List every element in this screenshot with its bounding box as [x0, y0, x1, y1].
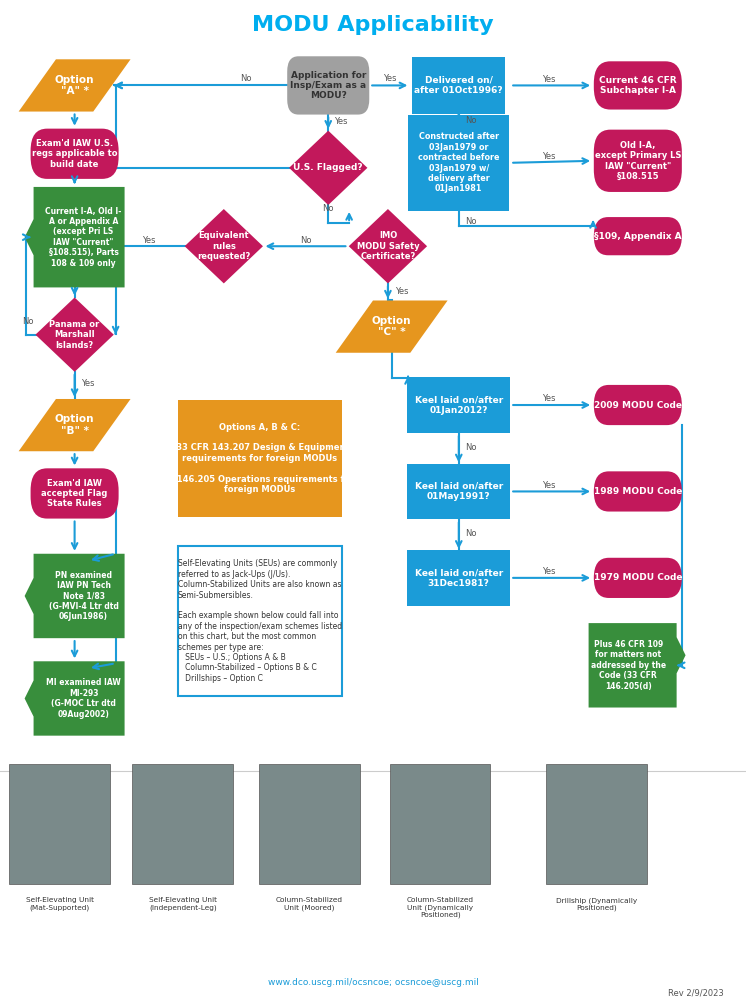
FancyBboxPatch shape: [412, 56, 506, 114]
FancyBboxPatch shape: [594, 558, 682, 598]
Text: Plus 46 CFR 109
for matters not
addressed by the
Code (33 CFR
146.205(d): Plus 46 CFR 109 for matters not addresse…: [591, 640, 665, 690]
Text: Self-Elevating Unit
(Mat-Supported): Self-Elevating Unit (Mat-Supported): [25, 897, 94, 911]
Text: Keel laid on/after
01Jan2012?: Keel laid on/after 01Jan2012?: [415, 395, 503, 415]
Text: PN examined
IAW PN Tech
Note 1/83
(G-MVI-4 Ltr dtd
06Jun1986): PN examined IAW PN Tech Note 1/83 (G-MVI…: [48, 571, 119, 621]
Text: Self-Elevating Unit
(Independent-Leg): Self-Elevating Unit (Independent-Leg): [148, 897, 217, 911]
Polygon shape: [19, 399, 131, 451]
Text: No: No: [240, 74, 252, 82]
Text: Equivalent
rules
requested?: Equivalent rules requested?: [197, 231, 251, 261]
Text: §109, Appendix A: §109, Appendix A: [594, 232, 682, 240]
FancyBboxPatch shape: [594, 385, 682, 425]
Text: No: No: [465, 443, 476, 451]
Text: No: No: [22, 318, 34, 326]
Text: MODU Applicability: MODU Applicability: [252, 15, 494, 35]
Polygon shape: [25, 187, 125, 287]
Text: Exam'd IAW U.S.
regs applicable to
build date: Exam'd IAW U.S. regs applicable to build…: [32, 139, 117, 169]
Text: Panama or
Marshall
Islands?: Panama or Marshall Islands?: [49, 320, 100, 350]
Text: Yes: Yes: [542, 568, 556, 576]
FancyBboxPatch shape: [407, 464, 510, 519]
FancyBboxPatch shape: [546, 764, 648, 884]
Text: Keel laid on/after
31Dec1981?: Keel laid on/after 31Dec1981?: [415, 568, 503, 588]
FancyBboxPatch shape: [31, 129, 119, 179]
Text: www.dco.uscg.mil/ocsncoe; ocsncoe@uscg.mil: www.dco.uscg.mil/ocsncoe; ocsncoe@uscg.m…: [268, 979, 478, 987]
Text: Column-Stabilized
Unit (Dynamically
Positioned): Column-Stabilized Unit (Dynamically Posi…: [407, 897, 474, 919]
FancyBboxPatch shape: [260, 764, 360, 884]
Text: Yes: Yes: [142, 236, 156, 244]
Text: Self-Elevating Units (SEUs) are commonly
referred to as Jack-Ups (J/Us).
Column-: Self-Elevating Units (SEUs) are commonly…: [178, 560, 342, 682]
Text: No: No: [300, 236, 312, 244]
Text: 1989 MODU Code: 1989 MODU Code: [594, 487, 682, 495]
Polygon shape: [36, 297, 113, 372]
Text: Old I-A,
except Primary LS
IAW "Current"
§108.515: Old I-A, except Primary LS IAW "Current"…: [595, 141, 681, 181]
FancyBboxPatch shape: [409, 116, 509, 210]
Text: MI examined IAW
MI-293
(G-MOC Ltr dtd
09Aug2002): MI examined IAW MI-293 (G-MOC Ltr dtd 09…: [46, 678, 121, 719]
FancyBboxPatch shape: [407, 551, 510, 605]
Text: Drillship (Dynamically
Positioned): Drillship (Dynamically Positioned): [557, 897, 637, 912]
FancyBboxPatch shape: [31, 468, 119, 519]
FancyBboxPatch shape: [178, 546, 342, 696]
Text: 1979 MODU Code: 1979 MODU Code: [594, 574, 682, 582]
FancyBboxPatch shape: [407, 377, 510, 432]
Text: Yes: Yes: [542, 481, 556, 489]
Text: Options A, B & C:

* 33 CFR 143.207 Design & Equipment
requirements for foreign : Options A, B & C: * 33 CFR 143.207 Desig…: [165, 422, 354, 494]
Text: Application for
Insp/Exam as a
MODU?: Application for Insp/Exam as a MODU?: [290, 70, 366, 100]
FancyBboxPatch shape: [178, 400, 342, 517]
Text: Option
"C" *: Option "C" *: [372, 316, 411, 338]
Text: Column-Stabilized
Unit (Moored): Column-Stabilized Unit (Moored): [276, 897, 343, 911]
Polygon shape: [25, 554, 125, 638]
Text: Option
"A" *: Option "A" *: [55, 74, 94, 96]
Text: Current 46 CFR
Subchapter I-A: Current 46 CFR Subchapter I-A: [599, 75, 677, 95]
FancyBboxPatch shape: [133, 764, 233, 884]
Text: U.S. Flagged?: U.S. Flagged?: [293, 164, 363, 172]
Text: Yes: Yes: [395, 287, 409, 295]
Text: Yes: Yes: [383, 74, 396, 82]
FancyBboxPatch shape: [9, 764, 110, 884]
FancyBboxPatch shape: [594, 130, 682, 192]
Text: IMO
MODU Safety
Certificate?: IMO MODU Safety Certificate?: [357, 231, 419, 261]
FancyBboxPatch shape: [594, 471, 682, 512]
Polygon shape: [25, 661, 125, 736]
Text: Yes: Yes: [542, 395, 556, 403]
Text: Yes: Yes: [542, 153, 556, 161]
FancyBboxPatch shape: [594, 61, 682, 110]
Text: No: No: [465, 117, 476, 125]
Text: Keel laid on/after
01May1991?: Keel laid on/after 01May1991?: [415, 481, 503, 501]
Text: Current I-A, Old I-
A or Appendix A
(except Pri LS
IAW "Current"
§108.515), Part: Current I-A, Old I- A or Appendix A (exc…: [46, 207, 122, 267]
Text: Constructed after
03Jan1979 or
contracted before
03Jan1979 w/
delivery after
01J: Constructed after 03Jan1979 or contracte…: [418, 133, 500, 193]
Polygon shape: [289, 131, 367, 205]
FancyBboxPatch shape: [389, 764, 491, 884]
FancyBboxPatch shape: [287, 56, 369, 115]
Text: Yes: Yes: [542, 75, 556, 83]
Text: Yes: Yes: [81, 380, 94, 388]
Polygon shape: [185, 209, 263, 283]
Text: Rev 2/9/2023: Rev 2/9/2023: [668, 989, 724, 997]
Text: Exam'd IAW
accepted Flag
State Rules: Exam'd IAW accepted Flag State Rules: [42, 478, 107, 509]
Polygon shape: [349, 209, 427, 283]
Text: No: No: [322, 204, 334, 212]
Text: No: No: [465, 530, 476, 538]
Polygon shape: [19, 59, 131, 112]
Text: Delivered on/
after 01Oct1996?: Delivered on/ after 01Oct1996?: [415, 75, 503, 95]
Text: No: No: [465, 217, 476, 225]
Text: Option
"B" *: Option "B" *: [55, 414, 94, 436]
Text: Yes: Yes: [334, 118, 348, 126]
Text: 2009 MODU Code: 2009 MODU Code: [594, 401, 682, 409]
Polygon shape: [336, 300, 448, 353]
Polygon shape: [589, 623, 686, 708]
FancyBboxPatch shape: [594, 217, 682, 255]
